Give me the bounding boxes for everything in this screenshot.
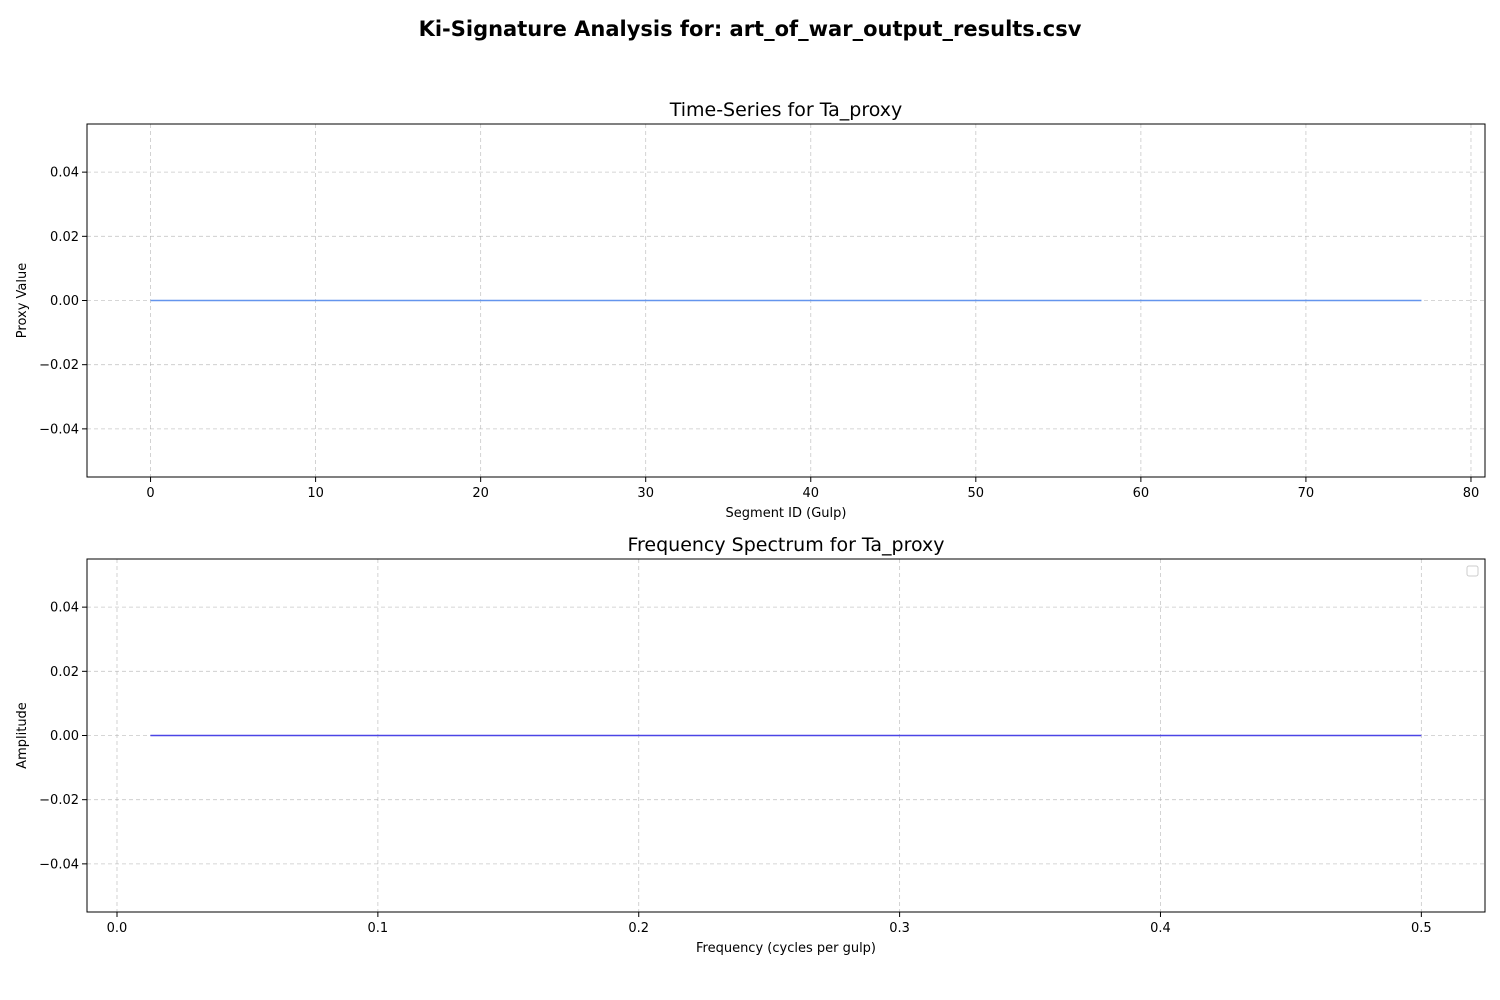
x-tick-label: 0.0 — [107, 921, 128, 936]
x-tick-label: 10 — [307, 486, 324, 501]
y-tick-label: −0.04 — [39, 857, 79, 872]
x-tick-label: 20 — [472, 486, 489, 501]
y-tick-label: 0.04 — [50, 166, 79, 181]
x-tick-label: 0.2 — [628, 921, 649, 936]
y-tick-label: −0.02 — [39, 358, 79, 373]
chart-title: Frequency Spectrum for Ta_proxy — [627, 534, 944, 556]
y-tick-label: −0.02 — [39, 793, 79, 808]
chart-title: Time-Series for Ta_proxy — [669, 99, 903, 121]
figure-suptitle: Ki-Signature Analysis for: art_of_war_ou… — [419, 17, 1082, 41]
y-tick-label: −0.04 — [39, 422, 79, 437]
y-tick-label: 0.00 — [50, 729, 79, 744]
y-axis-label: Amplitude — [15, 702, 30, 769]
y-tick-label: 0.02 — [50, 665, 79, 680]
x-tick-label: 0.4 — [1150, 921, 1171, 936]
x-tick-label: 0.5 — [1411, 921, 1432, 936]
y-tick-label: 0.00 — [50, 294, 79, 309]
x-tick-label: 0 — [146, 486, 154, 501]
frequency-spectrum-chart: 0.0 0.1 0.2 0.3 0.4 0.5 −0.04 −0.02 0.00 0.02 0.04… — [15, 534, 1486, 956]
time-series-chart: 0 10 20 30 40 50 60 70 80 −0.04 −0.02 0.00 0.02 0.04 T… — [15, 99, 1486, 521]
x-tick-label: 40 — [802, 486, 819, 501]
x-axis-label: Frequency (cycles per gulp) — [696, 941, 876, 956]
y-tick-label: 0.02 — [50, 230, 79, 245]
x-tick-label: 60 — [1133, 486, 1150, 501]
y-tick-label: 0.04 — [50, 601, 79, 616]
x-axis-label: Segment ID (Gulp) — [726, 506, 847, 521]
x-tick-label: 30 — [637, 486, 654, 501]
x-tick-label: 0.1 — [368, 921, 389, 936]
y-axis-label: Proxy Value — [15, 263, 30, 338]
x-tick-label: 80 — [1463, 486, 1480, 501]
x-tick-label: 50 — [968, 486, 985, 501]
x-tick-label: 70 — [1298, 486, 1315, 501]
legend-box — [1466, 565, 1479, 577]
x-tick-label: 0.3 — [889, 921, 910, 936]
